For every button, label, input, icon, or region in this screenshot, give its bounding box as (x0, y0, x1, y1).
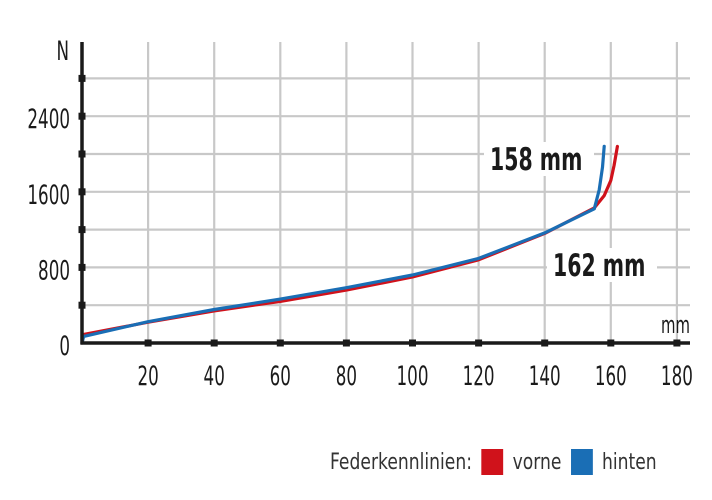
svg-text:2400: 2400 (27, 104, 70, 135)
svg-text:20: 20 (137, 361, 158, 392)
svg-text:1600: 1600 (27, 180, 70, 211)
axis-labels: 20 40 60 80 100 120 140 160 180 0 800 1600 2400 Nmm (27, 36, 692, 392)
svg-text:mm: mm (661, 310, 690, 339)
x-tick-label: 120 (463, 361, 495, 392)
svg-text:60: 60 (270, 361, 291, 392)
legend-label-hinten: hinten (602, 449, 657, 475)
annotation-label: 162 mm (553, 249, 645, 284)
y-tick-mark (78, 112, 86, 120)
x-tick-label: 140 (529, 361, 561, 392)
legend-label-vorne: vorne (512, 449, 562, 475)
y-tick-mark (78, 226, 86, 234)
annotation-label: 158 mm (490, 143, 582, 178)
svg-text:162 mm: 162 mm (553, 249, 645, 284)
svg-text:180: 180 (661, 361, 693, 392)
y-tick-label: 2400 (27, 104, 70, 135)
series-line-hinten (80, 144, 606, 345)
x-tick-mark (342, 339, 350, 347)
svg-text:160: 160 (595, 361, 627, 392)
svg-text:0: 0 (59, 331, 70, 362)
y-tick-mark (78, 188, 86, 196)
x-tick-mark (541, 339, 549, 347)
svg-text:158 mm: 158 mm (490, 143, 582, 178)
x-tick-label: 20 (137, 361, 158, 392)
svg-text:N: N (56, 36, 69, 67)
x-tick-mark (210, 339, 218, 347)
legend-swatch-vorne (481, 449, 504, 475)
x-tick-mark (673, 339, 681, 347)
svg-text:140: 140 (529, 361, 561, 392)
y-axis-unit: N (56, 36, 69, 67)
x-tick-label: 60 (270, 361, 291, 392)
x-tick-label: 80 (336, 361, 357, 392)
x-tick-label: 40 (204, 361, 225, 392)
annotations: 158 mm 162 mm (484, 142, 657, 284)
x-tick-mark (409, 339, 416, 347)
legend: Federkennlinien: vorne hinten (330, 447, 657, 477)
svg-text:40: 40 (204, 361, 225, 392)
svg-text:800: 800 (38, 255, 70, 286)
annotation-bg (484, 142, 594, 176)
series-lines (80, 144, 620, 345)
y-tick-mark (78, 74, 86, 82)
y-tick-label: 0 (59, 331, 70, 362)
svg-text:100: 100 (397, 361, 429, 392)
y-tick-mark (78, 301, 86, 309)
svg-text:120: 120 (463, 361, 495, 392)
x-tick-label: 180 (661, 361, 693, 392)
x-tick-mark (607, 339, 615, 347)
x-axis-unit: mm (661, 310, 690, 339)
annotation-bg (547, 248, 657, 282)
x-tick-label: 160 (595, 361, 627, 392)
svg-text:80: 80 (336, 361, 357, 392)
x-tick-mark (144, 339, 152, 347)
y-tick-label: 1600 (27, 180, 70, 211)
y-tick-mark (78, 263, 86, 271)
x-tick-mark (475, 339, 483, 347)
x-tick-label: 100 (397, 361, 429, 392)
legend-swatch-hinten (570, 449, 593, 475)
y-tick-label: 800 (38, 255, 70, 286)
axes (78, 42, 690, 347)
legend-title: Federkennlinien: (330, 449, 473, 475)
y-tick-mark (78, 150, 86, 158)
x-tick-mark (276, 339, 284, 347)
